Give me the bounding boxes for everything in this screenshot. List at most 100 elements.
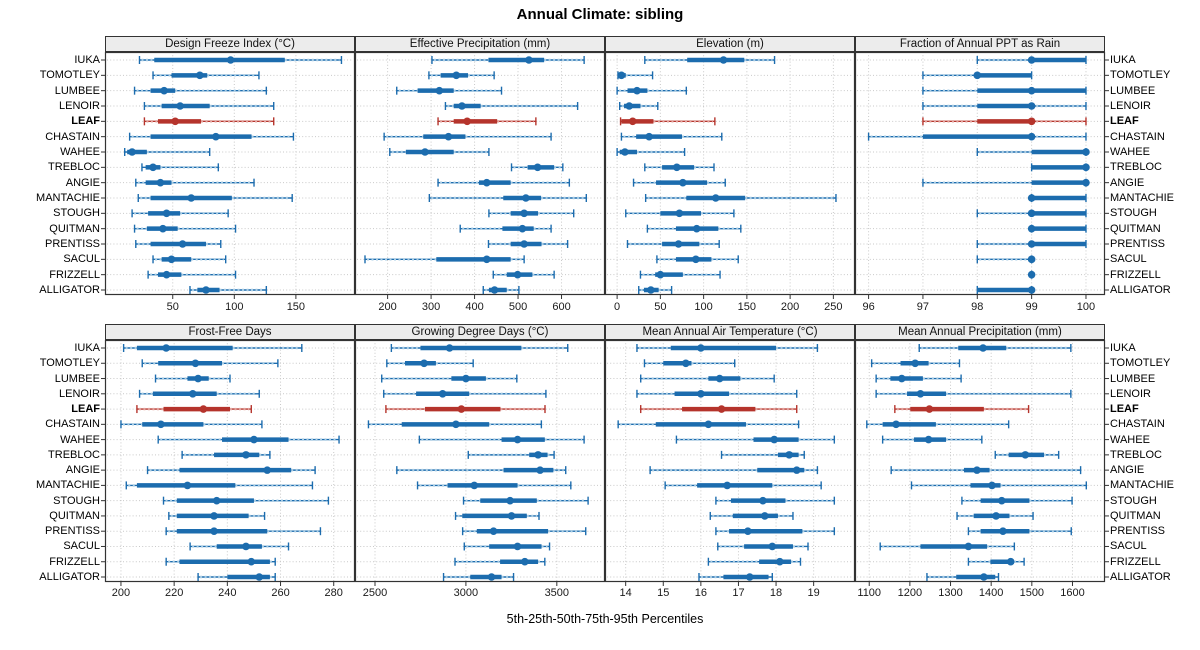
x-tick-label: 19 bbox=[807, 587, 820, 599]
site-label-left: WAHEE bbox=[60, 433, 100, 446]
x-tick-label: 150 bbox=[286, 301, 306, 313]
x-tick-label: 280 bbox=[324, 587, 343, 599]
x-tick-label: 18 bbox=[769, 587, 783, 599]
median-dot bbox=[973, 71, 982, 80]
site-label-right: CHASTAIN bbox=[1110, 130, 1165, 143]
site-label-left: FRIZZELL bbox=[49, 268, 100, 281]
median-dot bbox=[212, 496, 221, 505]
median-dot bbox=[463, 117, 471, 126]
x-tick-label: 96 bbox=[862, 301, 875, 313]
median-dot bbox=[1021, 451, 1030, 459]
median-dot bbox=[521, 557, 529, 566]
site-label-right: MANTACHIE bbox=[1110, 192, 1174, 204]
median-dot bbox=[250, 435, 258, 444]
median-dot bbox=[176, 102, 184, 110]
x-tick-label: 99 bbox=[1025, 301, 1038, 313]
x-tick-label: 1600 bbox=[1060, 587, 1085, 599]
site-label-right: TREBLOC bbox=[1110, 161, 1162, 174]
median-dot bbox=[717, 405, 726, 413]
median-dot bbox=[159, 224, 167, 233]
x-tick-label: 16 bbox=[694, 587, 707, 599]
median-dot bbox=[1027, 286, 1036, 294]
site-label-left: QUITMAN bbox=[49, 509, 100, 522]
site-label-right: IUKA bbox=[1110, 342, 1136, 354]
median-dot bbox=[533, 163, 542, 172]
median-dot bbox=[210, 512, 218, 520]
median-dot bbox=[692, 255, 700, 264]
median-dot bbox=[992, 512, 1000, 520]
median-dot bbox=[171, 117, 179, 126]
median-dot bbox=[911, 359, 919, 368]
x-axis-label: 5th-25th-50th-75th-95th Percentiles bbox=[506, 612, 704, 626]
site-label-right: QUITMAN bbox=[1110, 222, 1161, 235]
site-label-left: PRENTISS bbox=[44, 525, 100, 538]
median-dot bbox=[745, 573, 754, 581]
site-label-right: PRENTISS bbox=[1110, 238, 1166, 250]
panel-strip: Fraction of Annual PPT as Rain bbox=[855, 36, 1105, 52]
site-label-left: LUMBEE bbox=[54, 84, 100, 97]
site-label-left: QUITMAN bbox=[49, 222, 100, 235]
panel-strip: Elevation (m) bbox=[605, 36, 855, 52]
median-dot bbox=[1027, 255, 1036, 264]
site-label-left: FRIZZELL bbox=[49, 555, 100, 568]
median-dot bbox=[183, 481, 192, 490]
median-dot bbox=[458, 102, 466, 110]
panel-border bbox=[104, 339, 356, 583]
median-dot bbox=[522, 194, 530, 202]
median-dot bbox=[157, 420, 165, 429]
median-dot bbox=[482, 178, 491, 187]
median-dot bbox=[675, 209, 684, 218]
median-dot bbox=[1027, 132, 1036, 141]
site-label-right: LUMBEE bbox=[1110, 84, 1156, 97]
panel-border bbox=[854, 51, 1106, 296]
median-dot bbox=[506, 496, 514, 505]
panel-border bbox=[604, 339, 856, 583]
x-tick-label: 50 bbox=[166, 301, 179, 313]
site-label-right: LENOIR bbox=[1110, 387, 1151, 400]
median-dot bbox=[247, 557, 256, 566]
x-tick-label: 600 bbox=[552, 301, 571, 313]
site-label-left: CHASTAIN bbox=[45, 130, 100, 143]
median-dot bbox=[1082, 178, 1090, 187]
median-dot bbox=[513, 270, 522, 279]
x-tick-label: 97 bbox=[916, 301, 930, 313]
x-tick-label: 400 bbox=[465, 301, 484, 313]
site-label-left: ANGIE bbox=[65, 176, 100, 189]
panel-strip: Frost-Free Days bbox=[105, 324, 355, 340]
site-label-right: LEAF bbox=[1110, 115, 1139, 128]
median-dot bbox=[759, 496, 767, 505]
site-label-left: ALLIGATOR bbox=[39, 284, 100, 296]
median-dot bbox=[452, 71, 461, 80]
median-dot bbox=[1082, 163, 1090, 172]
panel-strip: Effective Precipitation (mm) bbox=[355, 36, 605, 52]
median-dot bbox=[188, 390, 197, 398]
median-dot bbox=[1027, 224, 1036, 233]
site-label-left: LEAF bbox=[71, 115, 100, 128]
x-tick-label: 100 bbox=[1076, 301, 1096, 313]
median-dot bbox=[1027, 194, 1036, 202]
x-tick-label: 14 bbox=[619, 587, 632, 599]
median-dot bbox=[770, 435, 778, 444]
site-label-left: ANGIE bbox=[65, 464, 100, 477]
x-tick-label: 1400 bbox=[978, 587, 1004, 599]
panel-border bbox=[354, 339, 606, 583]
median-dot bbox=[457, 405, 466, 413]
median-dot bbox=[988, 481, 996, 490]
site-label-right: FRIZZELL bbox=[1110, 268, 1161, 281]
median-dot bbox=[513, 542, 522, 551]
median-dot bbox=[1027, 209, 1036, 218]
median-dot bbox=[785, 451, 794, 459]
median-dot bbox=[979, 344, 987, 352]
site-label-right: ALLIGATOR bbox=[1110, 284, 1171, 296]
site-label-right: SACUL bbox=[1110, 540, 1147, 553]
median-dot bbox=[692, 224, 701, 233]
x-tick-label: 200 bbox=[780, 301, 800, 313]
site-label-left: LENOIR bbox=[59, 387, 100, 400]
site-label-right: TOMOTLEY bbox=[1110, 69, 1171, 82]
panel-border bbox=[104, 51, 356, 296]
median-dot bbox=[697, 344, 705, 352]
x-tick-label: 250 bbox=[824, 301, 843, 313]
panel-strip: Mean Annual Precipitation (mm) bbox=[855, 324, 1105, 340]
site-label-left: STOUGH bbox=[53, 494, 100, 507]
